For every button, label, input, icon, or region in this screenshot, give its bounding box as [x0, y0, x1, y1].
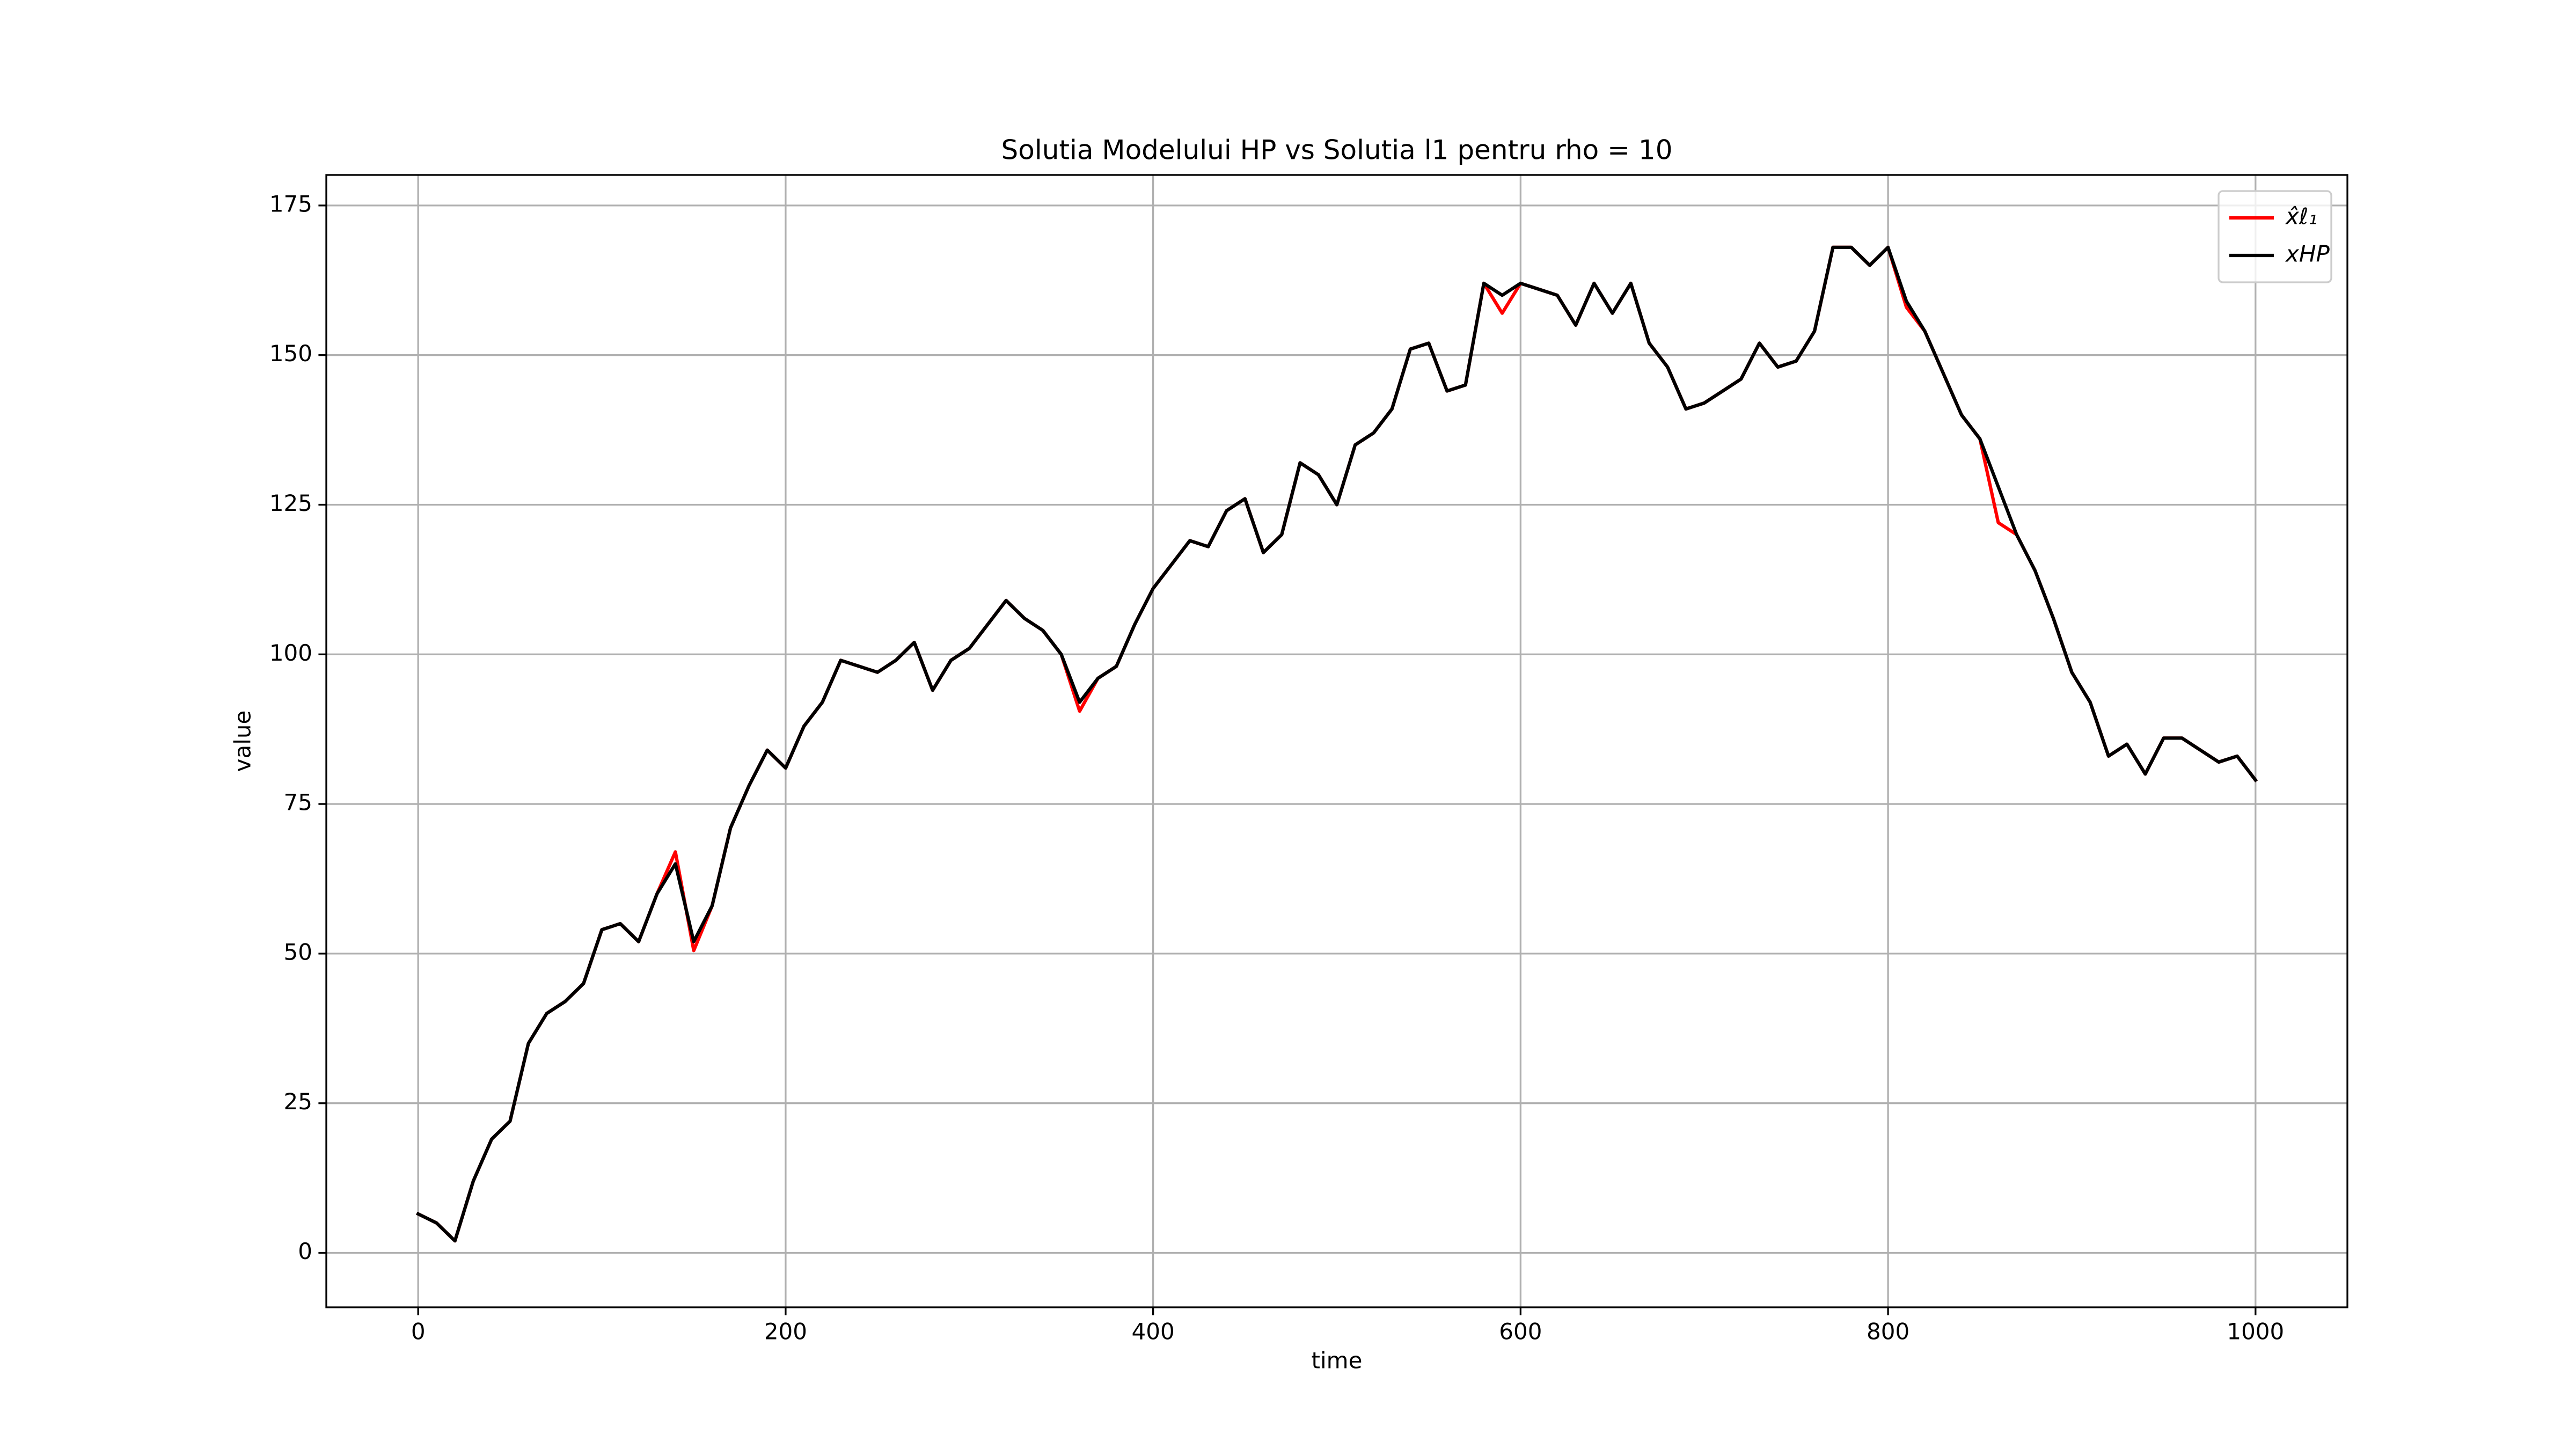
chart-title: Solutia Modelului HP vs Solutia l1 pentr…	[1001, 135, 1672, 166]
x-tick-label: 800	[1867, 1319, 1909, 1345]
legend-label: xHP	[2285, 241, 2330, 267]
data-line	[416, 245, 2258, 1243]
y-tick-label: 25	[284, 1088, 312, 1115]
x-tick-label: 400	[1132, 1319, 1175, 1345]
y-tick-label: 150	[269, 340, 312, 367]
y-tick-label: 125	[269, 490, 312, 516]
y-tick-label: 100	[269, 640, 312, 666]
legend-box	[2218, 190, 2332, 283]
y-tick-label: 50	[284, 939, 312, 965]
legend-label: x̂ℓ₁	[2285, 203, 2317, 230]
x-tick-label: 200	[764, 1319, 807, 1345]
plot-area: 0 200 400 600 800 1000 0 25 50 75 100 125 150 175 x̂ℓ₁…	[269, 174, 2348, 1345]
axes-frame	[325, 174, 2348, 1308]
x-tick-label: 0	[411, 1319, 426, 1345]
y-tick-label: 0	[298, 1238, 312, 1264]
y-tick-label: 175	[269, 191, 312, 217]
x-axis-label: time	[1312, 1348, 1363, 1374]
y-axis-label: value	[230, 711, 256, 772]
x-tick-label: 600	[1499, 1319, 1542, 1345]
y-tick-label: 75	[284, 789, 312, 816]
x-tick-label: 1000	[2227, 1319, 2284, 1345]
